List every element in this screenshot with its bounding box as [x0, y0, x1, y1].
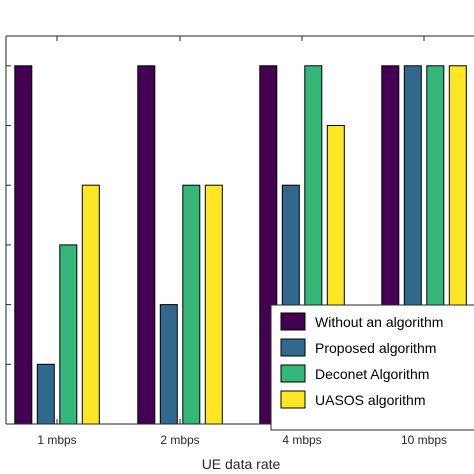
x-tick-label: 2 mbps [160, 433, 199, 447]
legend-swatch-3 [280, 364, 306, 383]
bar-4-1 [81, 184, 100, 425]
legend: Without an algorithm Proposed algorithm De… [270, 304, 474, 431]
legend-label-2: Proposed algorithm [315, 340, 436, 356]
bar-2-1 [36, 363, 55, 425]
legend-label-4: UASOS algorithm [315, 392, 425, 408]
bar-2-2 [159, 304, 178, 425]
x-tick-label: 1 mbps [37, 433, 76, 447]
bar-4-2 [204, 184, 223, 425]
legend-label-3: Deconet Algorithm [315, 366, 429, 382]
legend-swatch-4 [280, 390, 306, 409]
bar-3-2 [182, 184, 201, 425]
x-tick-label: 10 mbps [401, 433, 447, 447]
bar-3-1 [59, 244, 78, 425]
legend-swatch-2 [280, 338, 306, 357]
x-tick-labels: 1 mbps 2 mbps 4 mbps 10 mbps [37, 433, 447, 447]
legend-swatch-1 [280, 312, 306, 331]
bar-1-2 [137, 65, 156, 425]
bar-1-1 [14, 65, 33, 425]
x-axis-title: UE data rate [202, 456, 281, 472]
legend-label-1: Without an algorithm [315, 314, 443, 330]
x-tick-label: 4 mbps [282, 433, 321, 447]
